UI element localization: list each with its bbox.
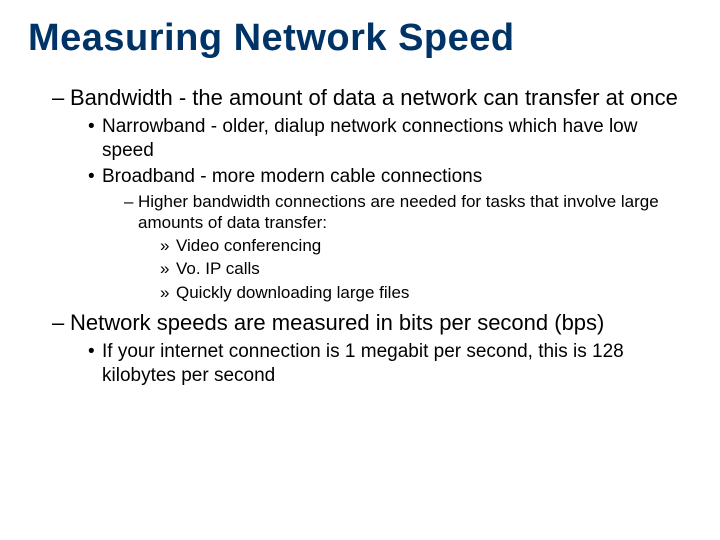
bullet-icon: • (88, 340, 102, 388)
bullet-text: Vo. IP calls (176, 258, 692, 279)
bullet-speeds: – Network speeds are measured in bits pe… (52, 309, 692, 337)
raquo-icon: » (160, 235, 176, 256)
bullet-icon: • (88, 165, 102, 189)
slide-title: Measuring Network Speed (28, 18, 692, 60)
bullet-task-voip: » Vo. IP calls (160, 258, 692, 279)
slide: Measuring Network Speed – Bandwidth - th… (0, 0, 720, 540)
bullet-broadband: • Broadband - more modern cable connecti… (88, 165, 692, 189)
bullet-higher-bw: – Higher bandwidth connections are neede… (124, 191, 692, 234)
bullet-text: Network speeds are measured in bits per … (70, 309, 692, 337)
bullet-bandwidth: – Bandwidth - the amount of data a netwo… (52, 84, 692, 112)
bullet-text: Bandwidth - the amount of data a network… (70, 84, 692, 112)
raquo-icon: » (160, 258, 176, 279)
bullet-text: Broadband - more modern cable connection… (102, 165, 692, 189)
raquo-icon: » (160, 282, 176, 303)
bullet-megabit-note: • If your internet connection is 1 megab… (88, 340, 692, 388)
bullet-icon: • (88, 115, 102, 163)
bullet-text: Quickly downloading large files (176, 282, 692, 303)
dash-icon: – (52, 309, 70, 337)
bullet-narrowband: • Narrowband - older, dialup network con… (88, 115, 692, 163)
dash-icon: – (124, 191, 138, 234)
bullet-task-download: » Quickly downloading large files (160, 282, 692, 303)
bullet-text: If your internet connection is 1 megabit… (102, 340, 692, 388)
bullet-text: Narrowband - older, dialup network conne… (102, 115, 692, 163)
bullet-text: Higher bandwidth connections are needed … (138, 191, 692, 234)
bullet-text: Video conferencing (176, 235, 692, 256)
dash-icon: – (52, 84, 70, 112)
bullet-task-video: » Video conferencing (160, 235, 692, 256)
